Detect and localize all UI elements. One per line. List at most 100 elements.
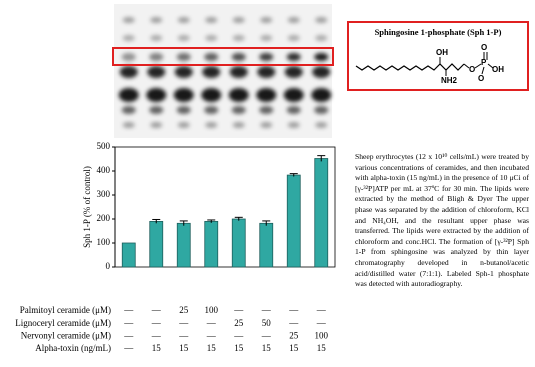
condition-cell: 15 [179,343,189,353]
condition-cell: — [233,330,244,340]
condition-cell: — [288,305,299,315]
tlc-spot [314,106,328,114]
condition-label: Nervonyl ceramide (μM) [21,330,111,340]
tlc-spot [287,106,301,114]
bar [205,221,218,267]
tlc-spot [287,53,301,61]
tlc-spot [233,17,245,23]
tlc-spot [288,17,300,23]
y-tick-label: 100 [97,237,111,247]
condition-label: Palmitoyl ceramide (μM) [20,305,111,315]
tlc-spot [232,53,246,61]
condition-cell: — [261,305,272,315]
tlc-spot [260,17,272,23]
tlc-spot [204,106,218,114]
condition-cell: — [288,318,299,328]
condition-cell: 15 [234,343,244,353]
tlc-spot [178,17,190,23]
tlc-spot [312,66,330,78]
condition-cell: — [206,318,217,328]
condition-label: Alpha-toxin (ng/mL) [35,343,111,353]
tlc-spot [315,122,327,128]
bar [260,223,273,267]
bar [122,243,135,267]
condition-cell: 15 [262,343,272,353]
tlc-spot [259,106,273,114]
tlc-spot [204,53,218,61]
tlc-spot [122,53,136,61]
condition-cell: — [178,318,189,328]
condition-cell: 15 [152,343,162,353]
condition-cell: — [261,330,272,340]
tlc-spot [150,17,162,23]
condition-cell: — [151,318,162,328]
condition-cell: — [178,330,189,340]
tlc-spot [311,88,331,102]
tlc-spot [314,53,328,61]
tlc-spot [284,88,304,102]
tlc-spot [123,122,135,128]
tlc-spot [178,122,190,128]
tlc-spot [233,122,245,128]
atom: P [481,58,487,67]
tlc-spot [315,35,327,41]
condition-cell: 25 [179,305,189,315]
tlc-spot [123,17,135,23]
tlc-spot [122,106,136,114]
tlc-spot [150,35,162,41]
tlc-spot [260,122,272,128]
tlc-spot [229,88,249,102]
tlc-spot [201,88,221,102]
atom: OH [436,48,448,57]
atom: OH [492,65,504,74]
condition-cell: — [123,330,134,340]
condition-cell: 25 [289,330,299,340]
y-tick-label: 0 [106,261,111,271]
condition-cell: 100 [205,305,219,315]
y-axis-label: Sph 1-P (% of control) [82,166,92,248]
condition-cell: — [206,330,217,340]
tlc-spot [119,88,139,102]
tlc-spot [232,106,246,114]
tlc-spot [149,53,163,61]
tlc-spot [174,88,194,102]
caption: Sheep erythrocytes (12 x 10¹⁰ cells/mL) … [355,152,529,290]
condition-cell: — [123,305,134,315]
plot-frame [115,147,335,267]
condition-cell: 100 [315,330,329,340]
tlc-spot [257,66,275,78]
condition-cell: — [123,343,134,353]
condition-cell: 15 [317,343,327,353]
bar [287,175,300,267]
tlc-spot [177,53,191,61]
tlc-spot [202,66,220,78]
bar [150,221,163,267]
condition-cell: — [123,318,134,328]
condition-cell: 15 [289,343,299,353]
atom: NH2 [441,76,458,85]
atom: O [469,65,475,74]
tlc-spot [288,122,300,128]
bar [232,219,245,267]
tlc-spot [147,66,165,78]
tlc-spot [285,66,303,78]
tlc-spot [260,35,272,41]
tlc-spot [288,35,300,41]
structure-title: Sphingosine 1-phosphate (Sph 1-P) [375,27,502,37]
y-tick-label: 300 [97,189,111,199]
tlc-spot [315,17,327,23]
tlc-spot [175,66,193,78]
y-tick-label: 400 [97,165,111,175]
tlc-spot [230,66,248,78]
tlc-spot [259,53,273,61]
condition-cell: 25 [234,318,244,328]
bar [177,223,190,267]
tlc-spot [178,35,190,41]
tlc-spot [205,122,217,128]
atom: O [481,43,487,52]
page: Sphingosine 1-phosphate (Sph 1-P) OH NH2… [0,0,535,367]
y-tick-label: 200 [97,213,111,223]
condition-cell: 50 [262,318,272,328]
condition-cell: — [151,305,162,315]
atom: O [478,74,484,83]
